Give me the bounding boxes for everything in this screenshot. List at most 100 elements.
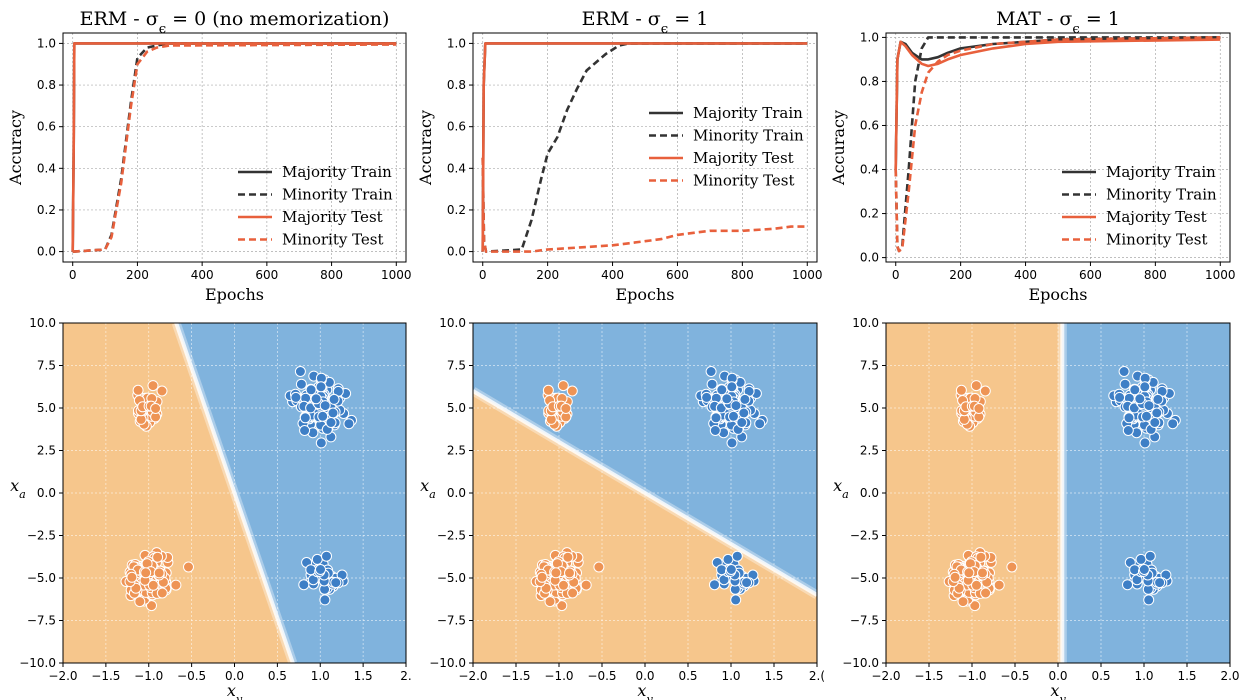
orange-data-point	[979, 385, 991, 397]
legend-label: Majority Train	[282, 163, 392, 181]
y-tick-label: 0.2	[447, 203, 466, 217]
plot-area	[473, 323, 817, 663]
y-tick-label: −5.0	[850, 571, 879, 585]
blue-data-point	[1139, 437, 1151, 449]
y-tick-label: −10.0	[429, 656, 466, 670]
blue-data-point	[716, 384, 728, 396]
blue-data-point	[1134, 393, 1146, 405]
orange-data-point	[562, 551, 574, 563]
decision-boundary-chart-2: −2.0 −1.5 −1.0 −0.5 0.0 0.5 1.0 1.5 2.(10.0 7.5 5.…	[420, 316, 825, 700]
orange-data-point	[957, 596, 969, 608]
y-tick-label: 1.0	[860, 30, 879, 44]
blue-data-point	[728, 410, 739, 422]
x-tick-label: 0.0	[1048, 669, 1067, 683]
blue-data-point	[317, 410, 329, 422]
y-tick-label: 0.6	[860, 118, 879, 132]
blue-data-point	[706, 378, 718, 390]
orange-data-point	[980, 587, 992, 599]
blue-data-point	[299, 412, 311, 424]
y-tick-label: −2.5	[437, 529, 466, 543]
blue-data-point	[721, 393, 733, 405]
blue-data-point	[736, 417, 748, 428]
legend-label: Minority Train	[1106, 186, 1217, 204]
axes-frame	[885, 32, 1231, 263]
orange-data-point	[973, 403, 985, 414]
y-tick-label: 2.5	[860, 444, 879, 458]
orange-data-point	[1006, 561, 1018, 573]
series-line-minority-train	[481, 42, 808, 253]
orange-data-point	[134, 596, 146, 608]
orange-data-point	[580, 579, 592, 591]
orange-data-point	[977, 567, 988, 579]
x-tick-label: 600	[1079, 268, 1102, 282]
legend-label: Majority Test	[693, 149, 794, 167]
x-tick-label: 1.5	[764, 669, 783, 683]
x-tick-label: 1.0	[1134, 669, 1153, 683]
blue-data-point	[327, 407, 339, 419]
blue-data-point	[315, 381, 327, 393]
x-tick-label: −1.0	[134, 669, 163, 683]
legend-label: Minority Test	[693, 172, 795, 190]
y-tick-label: 0.2	[860, 207, 879, 221]
x-tick-label: 2.0	[1220, 669, 1239, 683]
x-axis-label: Epochs	[205, 285, 264, 304]
orange-data-point	[156, 587, 168, 599]
y-tick-label: 0.0	[447, 486, 466, 500]
y-tick-label: 10.0	[29, 316, 56, 330]
y-tick-label: 0.8	[447, 78, 466, 92]
y-tick-label: 5.0	[447, 401, 466, 415]
blue-data-point	[319, 594, 331, 606]
orange-data-point	[564, 567, 575, 579]
x-tick-label: 800	[731, 268, 754, 282]
series-line-minority-test	[894, 36, 1221, 253]
y-tick-label: −5.0	[27, 571, 56, 585]
blue-data-point	[330, 577, 342, 589]
blue-data-point	[722, 553, 734, 565]
x-tick-label: 1.5	[1177, 669, 1196, 683]
x-tick-label: 400	[191, 268, 214, 282]
blue-data-point	[305, 564, 317, 576]
x-tick-label: −1.5	[501, 669, 530, 683]
orange-data-point	[566, 385, 578, 397]
y-tick-label: −5.0	[437, 571, 466, 585]
y-tick-label: −2.5	[27, 529, 56, 543]
blue-data-point	[739, 393, 751, 405]
axes-frame	[472, 32, 818, 263]
blue-data-point	[305, 384, 317, 396]
x-tick-label: 1.0	[311, 669, 330, 683]
x-tick-label: 1000	[792, 268, 823, 282]
legend-label: Minority Test	[282, 231, 384, 249]
blue-data-point	[730, 400, 742, 412]
y-tick-label: 1.0	[447, 36, 466, 50]
orange-data-point	[544, 596, 556, 608]
orange-data-point	[593, 561, 605, 573]
y-tick-label: 10.0	[439, 316, 466, 330]
decision-boundary-chart-3: −2.0 −1.5 −1.0 −0.5 0.0 0.5 1.0 1.5 2.0 10.0 7.5 5.…	[833, 316, 1239, 700]
y-tick-label: 0.0	[860, 251, 879, 265]
y-axis-label: xa	[833, 476, 849, 501]
blue-data-point	[343, 418, 355, 430]
y-tick-label: 0.0	[860, 486, 879, 500]
blue-data-point	[299, 425, 311, 436]
orange-data-point	[556, 600, 568, 612]
orange-data-point	[949, 571, 961, 583]
x-tick-label: 0.0	[225, 669, 244, 683]
orange-data-point	[567, 587, 579, 599]
series-line-majority-test	[481, 42, 808, 252]
orange-data-point	[536, 571, 548, 583]
x-tick-label: 200	[949, 268, 972, 282]
legend: Majority Train Minority Train Majority Tes…	[1062, 163, 1217, 249]
orange-data-point	[963, 567, 975, 579]
x-tick-label: −2.0	[48, 669, 77, 683]
x-tick-label: 400	[1014, 268, 1037, 282]
y-tick-label: 0.6	[37, 120, 56, 134]
plot-area	[63, 323, 406, 663]
x-tick-label: 2.(	[809, 669, 825, 683]
x-tick-label: 1.0	[721, 669, 740, 683]
orange-data-point	[550, 567, 562, 579]
x-tick-label: 2.	[400, 669, 411, 683]
blue-data-point	[705, 366, 717, 377]
y-axis-label: xa	[420, 476, 436, 501]
blue-data-point	[311, 553, 323, 565]
